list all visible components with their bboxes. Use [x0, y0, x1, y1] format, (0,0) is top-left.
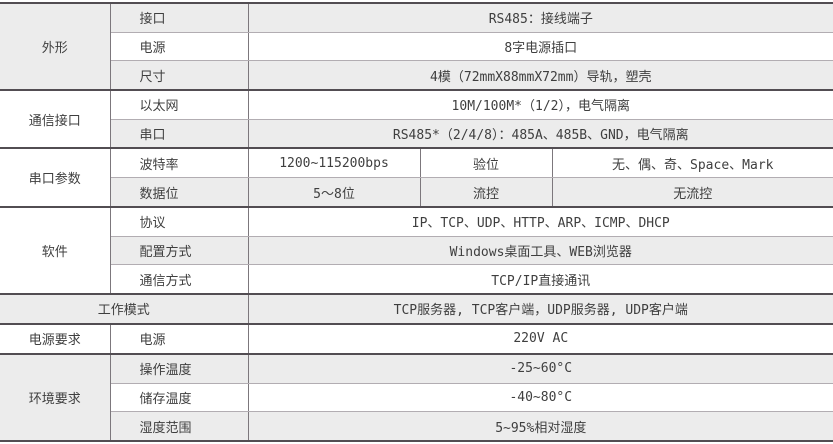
row-group-label: 串口参数 [0, 148, 111, 208]
spec-label: 以太网 [110, 90, 249, 120]
spec-value: 4模（72mmX88mmX72mm）导轨，塑壳 [248, 60, 833, 92]
table-row: 环境要求 操作温度 -25~60°C [0, 353, 833, 441]
spec-value: 5~95%相对湿度 [248, 411, 833, 441]
spec-label: 尺寸 [110, 60, 249, 92]
table-row: 数据位 5～8位 流控 无流控 [0, 177, 833, 208]
spec-label: 数据位 [110, 177, 249, 208]
spec-value: RS485：接线端子 [248, 3, 833, 33]
spec-value: RS485*（2/4/8）：485A、485B、GND，电气隔离 [248, 119, 833, 150]
spec-label: 电源 [110, 32, 249, 62]
table-row: 湿度范围 5~95%相对湿度 [0, 411, 833, 441]
table-row: 尺寸 4模（72mmX88mmX72mm）导轨，塑壳 [0, 60, 833, 92]
spec-label: 通信方式 [110, 264, 249, 295]
row-group-label: 通信接口 [0, 90, 111, 150]
spec-value: 1200~115200bps [248, 148, 420, 179]
spec-label: 湿度范围 [110, 411, 249, 441]
table-row: 外形 接口 RS485：接线端子 [0, 3, 833, 91]
row-group-label: 外形 [0, 3, 111, 91]
table-row: 串口参数 波特率 1200~115200bps 验位 无、偶、奇、Space、M… [0, 148, 833, 208]
spec-label: 操作温度 [110, 353, 249, 384]
spec-value: 10M/100M*（1/2），电气隔离 [248, 90, 833, 120]
spec-label: 储存温度 [110, 383, 249, 413]
spec-label: 接口 [110, 3, 249, 33]
spec-value: Windows桌面工具、WEB浏览器 [248, 236, 833, 266]
table-row: 串口 RS485*（2/4/8）：485A、485B、GND，电气隔离 [0, 119, 833, 150]
table-row: 配置方式 Windows桌面工具、WEB浏览器 [0, 236, 833, 266]
spec-value: -25~60°C [248, 353, 833, 384]
spec-label: 串口 [110, 119, 249, 150]
row-group-label: 电源要求 [0, 323, 111, 355]
table-row: 通信接口 以太网 10M/100M*（1/2），电气隔离 [0, 90, 833, 150]
table-row: 电源要求 电源 220V AC [0, 323, 833, 355]
table-row: 通信方式 TCP/IP直接通讯 [0, 264, 833, 295]
table-row: 软件 协议 IP、TCP、UDP、HTTP、ARP、ICMP、DHCP [0, 206, 833, 295]
row-group-label: 软件 [0, 206, 111, 295]
spec-label: 验位 [419, 148, 552, 179]
spec-label: 波特率 [110, 148, 249, 179]
spec-value: 220V AC [248, 323, 833, 355]
spec-value: TCP/IP直接通讯 [248, 264, 833, 295]
table-row: 储存温度 -40~80°C [0, 383, 833, 413]
spec-value: IP、TCP、UDP、HTTP、ARP、ICMP、DHCP [248, 206, 833, 237]
row-group-label: 工作模式 [0, 293, 249, 325]
spec-value: 无、偶、奇、Space、Mark [551, 148, 833, 179]
spec-label: 流控 [419, 177, 552, 208]
spec-label: 协议 [110, 206, 249, 237]
table-row: 电源 8字电源插口 [0, 32, 833, 62]
spec-value: 无流控 [551, 177, 833, 208]
spec-value: -40~80°C [248, 383, 833, 413]
table-row: 工作模式 TCP服务器, TCP客户端，UDP服务器, UDP客户端 [0, 293, 833, 325]
spec-label: 电源 [110, 323, 249, 355]
row-group-label: 环境要求 [0, 353, 111, 441]
spec-label: 配置方式 [110, 236, 249, 266]
spec-value: 5～8位 [248, 177, 420, 208]
spec-value: TCP服务器, TCP客户端，UDP服务器, UDP客户端 [248, 293, 833, 325]
spec-value: 8字电源插口 [248, 32, 833, 62]
